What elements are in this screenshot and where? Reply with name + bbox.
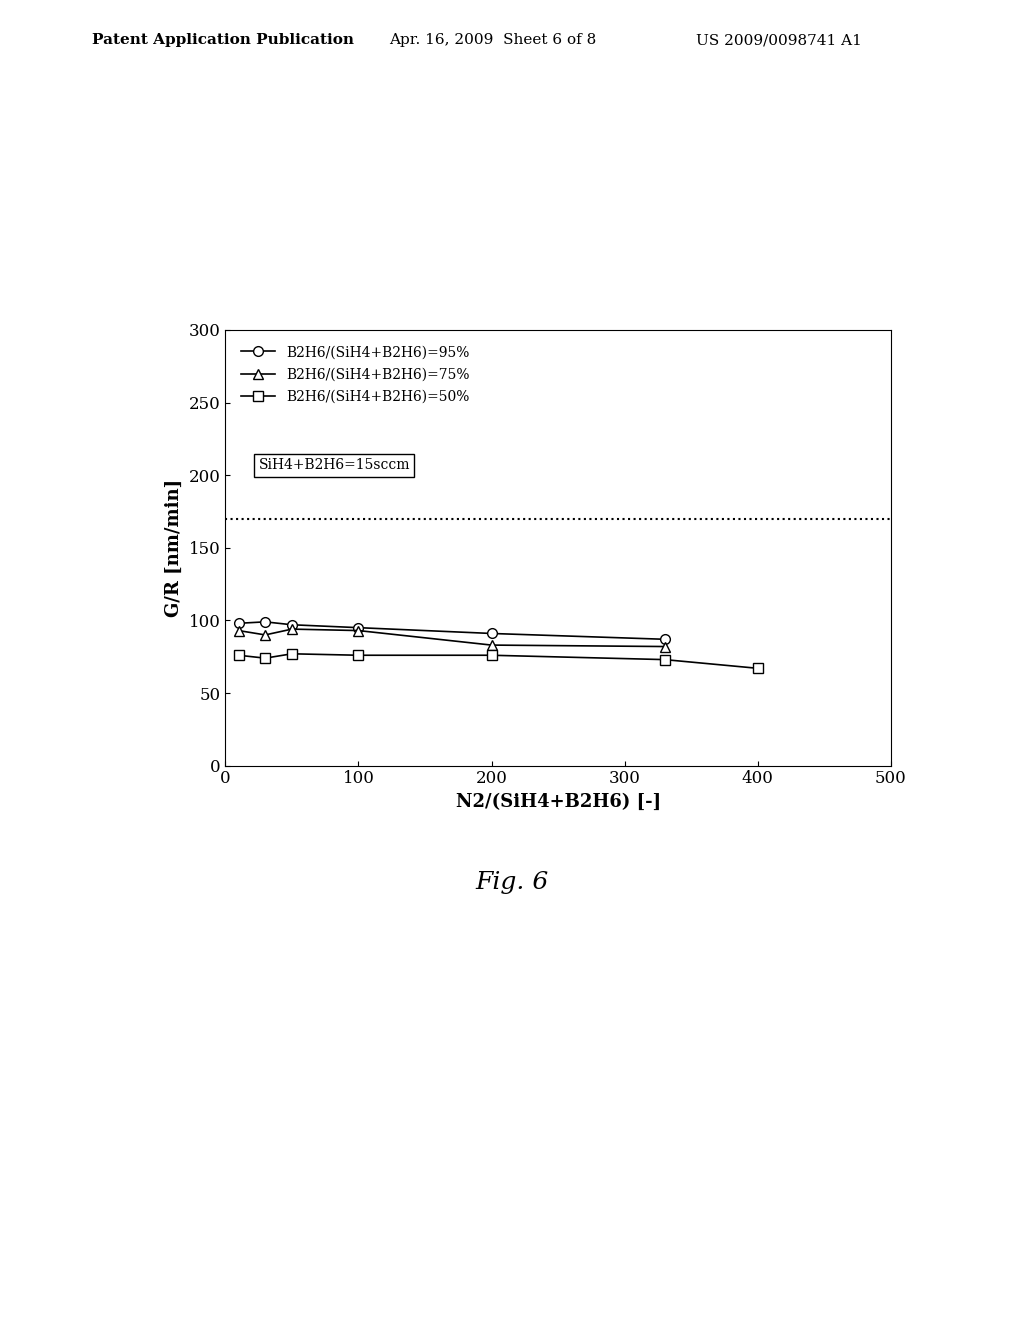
Text: Apr. 16, 2009  Sheet 6 of 8: Apr. 16, 2009 Sheet 6 of 8 xyxy=(389,33,596,48)
Legend: B2H6/(SiH4+B2H6)=95%, B2H6/(SiH4+B2H6)=75%, B2H6/(SiH4+B2H6)=50%: B2H6/(SiH4+B2H6)=95%, B2H6/(SiH4+B2H6)=7… xyxy=(232,337,478,412)
B2H6/(SiH4+B2H6)=50% xyxy=(352,647,365,663)
B2H6/(SiH4+B2H6)=75% xyxy=(352,623,365,639)
B2H6/(SiH4+B2H6)=95% xyxy=(286,616,298,632)
Y-axis label: G/R [nm/min]: G/R [nm/min] xyxy=(165,479,183,616)
Text: Patent Application Publication: Patent Application Publication xyxy=(92,33,354,48)
B2H6/(SiH4+B2H6)=95% xyxy=(259,614,271,630)
Line: B2H6/(SiH4+B2H6)=75%: B2H6/(SiH4+B2H6)=75% xyxy=(233,624,670,651)
B2H6/(SiH4+B2H6)=95% xyxy=(352,619,365,635)
B2H6/(SiH4+B2H6)=50% xyxy=(259,651,271,667)
B2H6/(SiH4+B2H6)=95% xyxy=(485,626,498,642)
B2H6/(SiH4+B2H6)=75% xyxy=(658,639,671,655)
B2H6/(SiH4+B2H6)=75% xyxy=(286,622,298,638)
B2H6/(SiH4+B2H6)=95% xyxy=(658,631,671,647)
Line: B2H6/(SiH4+B2H6)=50%: B2H6/(SiH4+B2H6)=50% xyxy=(233,649,763,673)
Line: B2H6/(SiH4+B2H6)=95%: B2H6/(SiH4+B2H6)=95% xyxy=(233,616,670,644)
X-axis label: N2/(SiH4+B2H6) [-]: N2/(SiH4+B2H6) [-] xyxy=(456,793,660,810)
B2H6/(SiH4+B2H6)=50% xyxy=(752,660,764,676)
B2H6/(SiH4+B2H6)=95% xyxy=(232,615,245,631)
B2H6/(SiH4+B2H6)=50% xyxy=(286,645,298,661)
B2H6/(SiH4+B2H6)=50% xyxy=(232,647,245,663)
Text: Fig. 6: Fig. 6 xyxy=(475,871,549,894)
B2H6/(SiH4+B2H6)=75% xyxy=(485,638,498,653)
B2H6/(SiH4+B2H6)=50% xyxy=(658,652,671,668)
B2H6/(SiH4+B2H6)=75% xyxy=(232,623,245,639)
Text: US 2009/0098741 A1: US 2009/0098741 A1 xyxy=(696,33,862,48)
B2H6/(SiH4+B2H6)=50% xyxy=(485,647,498,663)
B2H6/(SiH4+B2H6)=75% xyxy=(259,627,271,643)
Text: SiH4+B2H6=15sccm: SiH4+B2H6=15sccm xyxy=(258,458,410,473)
